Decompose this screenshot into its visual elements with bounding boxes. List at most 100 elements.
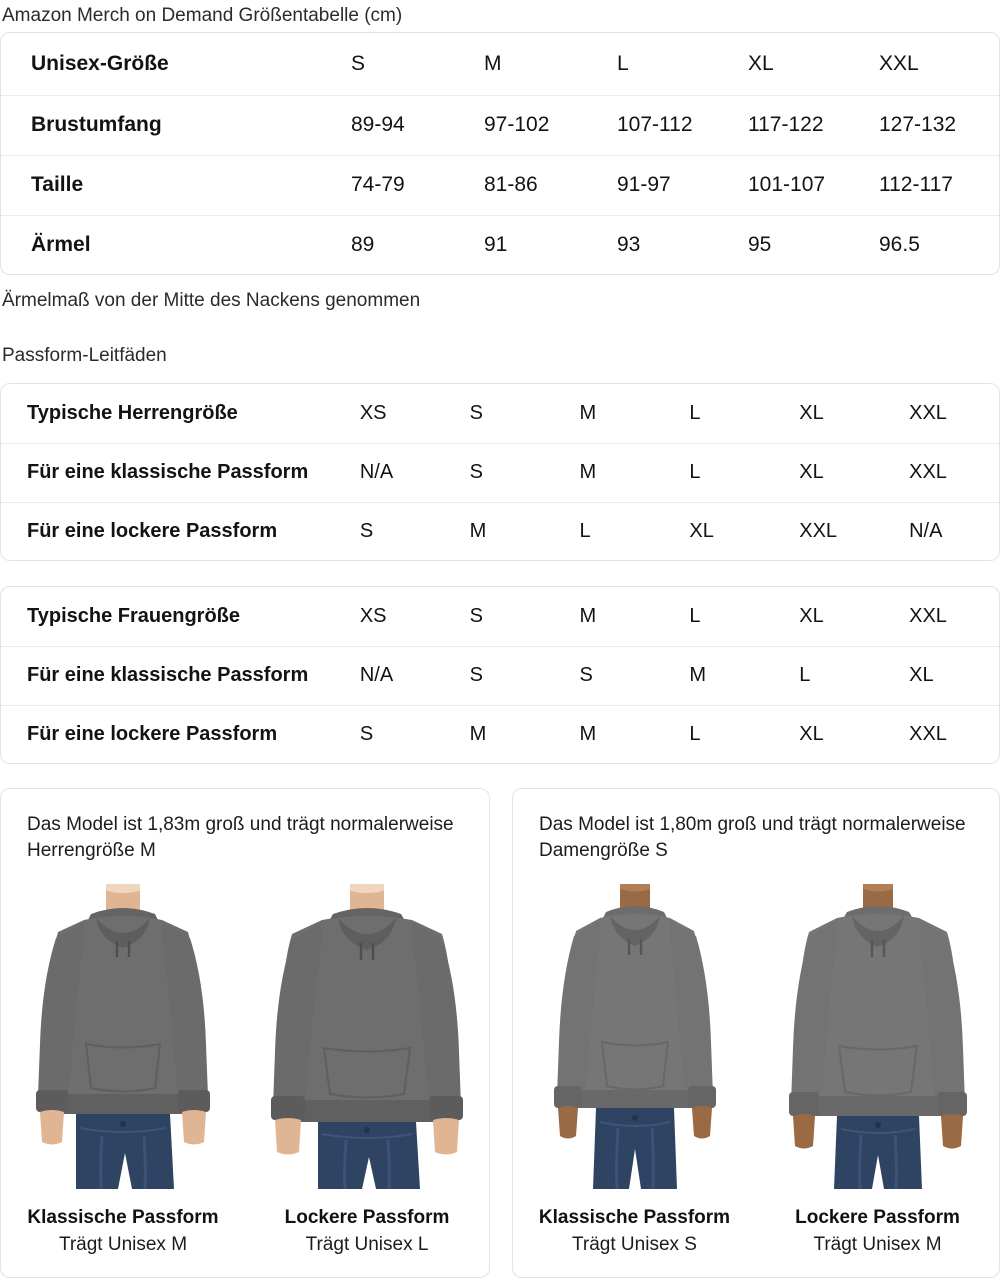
mens-typical-2: M [579,401,597,424]
fit-guides-heading: Passform-Leitfäden [2,345,167,366]
womens-model-card: Das Model ist 1,80m groß und trägt norma… [512,788,1000,1278]
unisex-header-size-l: L [617,51,629,75]
womens-typical-5: XXL [909,604,947,627]
mens-typical-1: S [469,401,484,424]
unisex-size-table-card: Unisex-Größe S M L XL XXL Brustumfang 89… [0,32,1000,275]
womens-relaxed-fit-wears: Trägt Unisex M [813,1234,942,1255]
womens-classic-fit-wears: Trägt Unisex S [572,1234,697,1255]
row-label-womens-relaxed-fit: Für eine lockere Passform [1,704,340,763]
mens-model-card: Das Model ist 1,83m groß und trägt norma… [0,788,490,1278]
mens-relaxed-4: XXL [779,501,890,560]
row-label-womens-classic-fit: Für eine klassische Passform [1,645,340,705]
mens-typical-4: XL [799,401,824,424]
waist-s: 74-79 [329,154,463,215]
male-hoodie-classic-illustration [18,884,228,1189]
womens-typical-1: S [469,604,484,627]
womens-fit-guide-table: Typische Frauengröße XS S M L XL XXL Für… [1,587,999,763]
table-row: Für eine klassische Passform N/A S S M L… [1,645,999,705]
womens-classic-fit-title: Klassische Passform [538,1207,731,1228]
row-label-mens-classic-fit: Für eine klassische Passform [1,442,340,502]
mens-typical-5: XXL [909,401,947,424]
male-hoodie-relaxed-illustration [262,884,472,1189]
mens-relaxed-fit-wears: Trägt Unisex L [305,1234,429,1255]
womens-classic-2: S [559,645,670,705]
row-label-mens-relaxed-fit: Für eine lockere Passform [1,501,340,560]
womens-relaxed-0: S [339,704,450,763]
table-row: Für eine lockere Passform S M L XL XXL N… [1,501,999,560]
sleeve-measurement-note: Ärmelmaß von der Mitte des Nackens genom… [2,290,421,311]
womens-typical-3: L [689,604,701,627]
mens-relaxed-5: N/A [889,501,999,560]
sleeve-xxl: 96.5 [865,214,999,274]
unisex-size-header-label: Unisex-Größe [31,51,169,75]
mens-classic-1: S [449,442,560,502]
womens-relaxed-1: M [449,704,560,763]
womens-classic-4: L [779,645,890,705]
unisex-size-table: Unisex-Größe S M L XL XXL Brustumfang 89… [1,33,999,274]
womens-relaxed-fit-title: Lockere Passform [795,1207,960,1228]
page-title: Amazon Merch on Demand Größentabelle (cm… [2,5,403,26]
womens-typical-4: XL [799,604,824,627]
sleeve-xl: 95 [731,214,865,274]
mens-classic-0: N/A [339,442,450,502]
unisex-header-size-xxl: XXL [879,51,919,75]
womens-typical-2: M [579,604,597,627]
mens-classic-3: L [669,442,780,502]
mens-relaxed-fit-figure [262,884,472,1189]
female-hoodie-relaxed-illustration [772,884,983,1189]
table-row: Für eine klassische Passform N/A S M L X… [1,442,999,502]
mens-classic-caption: Klassische Passform Trägt Unisex M [1,1205,245,1259]
mens-relaxed-caption: Lockere Passform Trägt Unisex L [245,1205,489,1259]
womens-relaxed-5: XXL [889,704,999,763]
mens-classic-5: XXL [889,442,999,502]
unisex-header-size-xl: XL [748,51,774,75]
womens-relaxed-3: L [669,704,780,763]
table-row: Brustumfang 89-94 97-102 107-112 117-122… [1,94,999,155]
mens-relaxed-fit-title: Lockere Passform [284,1207,450,1228]
waist-l: 91-97 [597,154,731,215]
waist-m: 81-86 [463,154,597,215]
chest-xl: 117-122 [731,94,865,155]
sleeve-m: 91 [463,214,597,274]
womens-model-figures [513,884,999,1189]
mens-classic-2: M [559,442,670,502]
table-row: Taille 74-79 81-86 91-97 101-107 112-117 [1,154,999,215]
table-row-header: Unisex-Größe S M L XL XXL [1,33,999,95]
waist-xxl: 112-117 [865,154,999,215]
womens-classic-0: N/A [339,645,450,705]
female-hoodie-classic-illustration [529,884,740,1189]
mens-model-figures [1,884,489,1189]
womens-typical-0: XS [359,604,387,627]
womens-model-description: Das Model ist 1,80m groß und trägt norma… [539,814,966,861]
mens-classic-4: XL [779,442,890,502]
sleeve-l: 93 [597,214,731,274]
sleeve-s: 89 [329,214,463,274]
mens-relaxed-2: L [559,501,670,560]
chest-l: 107-112 [597,94,731,155]
row-label-typical-mens-size: Typische Herrengröße [27,401,238,424]
chest-m: 97-102 [463,94,597,155]
mens-relaxed-3: XL [669,501,780,560]
womens-relaxed-fit-figure [772,884,983,1189]
womens-relaxed-2: M [559,704,670,763]
mens-figure-captions: Klassische Passform Trägt Unisex M Locke… [1,1205,489,1259]
mens-classic-fit-figure [18,884,228,1189]
mens-fit-guide-table: Typische Herrengröße XS S M L XL XXL Für… [1,384,999,560]
mens-model-description: Das Model ist 1,83m groß und trägt norma… [27,814,454,861]
mens-classic-fit-wears: Trägt Unisex M [58,1234,188,1255]
row-label-sleeve: Ärmel [1,214,329,274]
unisex-header-size-m: M [484,51,502,75]
womens-classic-3: M [669,645,780,705]
womens-classic-caption: Klassische Passform Trägt Unisex S [513,1205,756,1259]
table-row: Für eine lockere Passform S M M L XL XXL [1,704,999,763]
mens-fit-guide-card: Typische Herrengröße XS S M L XL XXL Für… [0,383,1000,561]
row-label-chest: Brustumfang [1,94,329,155]
table-row: Typische Herrengröße XS S M L XL XXL [1,384,999,443]
row-label-waist: Taille [1,154,329,215]
womens-fit-guide-card: Typische Frauengröße XS S M L XL XXL Für… [0,586,1000,764]
mens-relaxed-0: S [339,501,450,560]
table-row: Typische Frauengröße XS S M L XL XXL [1,587,999,646]
womens-classic-5: XL [889,645,999,705]
mens-classic-fit-title: Klassische Passform [27,1207,219,1228]
